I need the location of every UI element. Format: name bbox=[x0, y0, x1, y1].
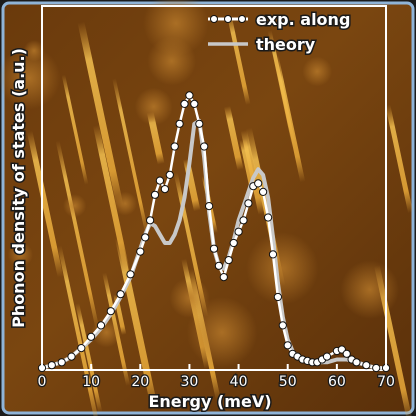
exp-data-point bbox=[322, 352, 332, 361]
exp-data-point bbox=[372, 363, 381, 373]
surface-spot bbox=[169, 277, 210, 318]
exp-data-point bbox=[141, 233, 150, 242]
surface-streak bbox=[112, 78, 149, 235]
legend: exp. along theory bbox=[208, 9, 352, 56]
x-axis-ticks: 0 10 20 30 40 50 60 70 bbox=[36, 364, 396, 391]
surface-streak bbox=[55, 140, 100, 330]
surface-spot bbox=[23, 40, 45, 62]
surface-streak bbox=[57, 245, 100, 416]
exp-data-point bbox=[77, 344, 86, 353]
x-tick-label: 10 bbox=[82, 374, 100, 390]
exp-data-point bbox=[278, 321, 287, 330]
surface-spot bbox=[340, 260, 399, 319]
exp-data-point bbox=[160, 185, 169, 194]
exp-data-point bbox=[264, 213, 273, 222]
x-axis-label: Energy (meV) bbox=[148, 392, 271, 411]
exp-data-point bbox=[229, 238, 238, 248]
exp-data-point bbox=[362, 361, 371, 370]
exp-data-point bbox=[259, 187, 268, 196]
x-tick-label: 0 bbox=[38, 374, 47, 390]
exp-data-point bbox=[244, 199, 253, 208]
surface-spot bbox=[143, 0, 209, 56]
x-tick-label: 20 bbox=[131, 374, 149, 390]
surface-spot bbox=[0, 46, 61, 110]
x-tick-label: 60 bbox=[328, 374, 346, 390]
exp-data-point bbox=[200, 142, 209, 151]
exp-data-point bbox=[116, 290, 125, 299]
surface-streak bbox=[224, 105, 244, 171]
exp-series-layer bbox=[37, 91, 391, 373]
exp-data-point bbox=[87, 332, 96, 341]
surface-streak bbox=[385, 104, 414, 214]
exp-data-point bbox=[155, 176, 164, 185]
surface-streak bbox=[61, 74, 89, 185]
surface-spot bbox=[246, 232, 319, 305]
x-tick-label: 50 bbox=[279, 374, 297, 390]
exp-data-point bbox=[224, 256, 233, 265]
y-axis-label: Phonon density of states (a.u.) bbox=[9, 48, 28, 328]
exp-data-point bbox=[175, 119, 184, 128]
legend-exp-marker bbox=[210, 15, 218, 23]
surface-spot bbox=[134, 87, 173, 126]
surface-spot bbox=[63, 194, 87, 218]
exp-data-point bbox=[170, 142, 179, 151]
exp-data-point bbox=[195, 119, 204, 128]
surface-streak bbox=[227, 14, 251, 105]
surface-spot bbox=[302, 56, 333, 87]
exp-data-point bbox=[214, 261, 223, 270]
exp-data-point bbox=[146, 216, 155, 225]
exp-data-point bbox=[136, 247, 145, 256]
surface-streak bbox=[273, 54, 306, 183]
exp-data-point bbox=[96, 321, 106, 330]
surface-spot bbox=[7, 242, 33, 268]
legend-exp-marker bbox=[224, 15, 232, 23]
exp-data-point bbox=[352, 358, 361, 367]
exp-data-point bbox=[67, 352, 76, 361]
surface-streak bbox=[92, 124, 130, 273]
exp-data-point bbox=[106, 307, 115, 316]
surface-spot bbox=[113, 191, 137, 216]
x-tick-label: 30 bbox=[181, 374, 199, 390]
exp-data-point bbox=[180, 99, 189, 109]
exp-data-point bbox=[234, 227, 243, 236]
surface-streak bbox=[26, 130, 64, 278]
surface-spot bbox=[186, 297, 258, 368]
exp-data-point bbox=[239, 216, 248, 225]
surface-streak bbox=[77, 21, 124, 210]
exp-data-point bbox=[205, 202, 214, 211]
exp-data-point bbox=[185, 91, 194, 100]
exp-data-point bbox=[268, 250, 278, 259]
surface-streak bbox=[114, 236, 159, 412]
surface-streak bbox=[75, 302, 103, 413]
legend-exp-marker bbox=[238, 15, 246, 23]
exp-data-point bbox=[342, 349, 351, 358]
exp-data-point bbox=[209, 244, 219, 253]
exp-data-point bbox=[47, 361, 56, 370]
exp-data-point bbox=[57, 358, 66, 367]
exp-data-point bbox=[150, 190, 160, 199]
exp-data-point bbox=[273, 292, 282, 302]
exp-data-point bbox=[190, 99, 199, 109]
exp-data-point bbox=[219, 273, 228, 282]
legend-label-theory: theory bbox=[256, 35, 316, 54]
exp-data-point bbox=[126, 270, 135, 279]
exp-data-point bbox=[283, 341, 292, 350]
legend-label-exp: exp. along bbox=[256, 10, 350, 29]
plot-frame bbox=[41, 5, 387, 371]
exp-data-point bbox=[254, 179, 263, 188]
x-tick-label: 70 bbox=[377, 374, 395, 390]
x-tick-label: 40 bbox=[230, 374, 248, 390]
exp-data-point bbox=[165, 170, 174, 179]
